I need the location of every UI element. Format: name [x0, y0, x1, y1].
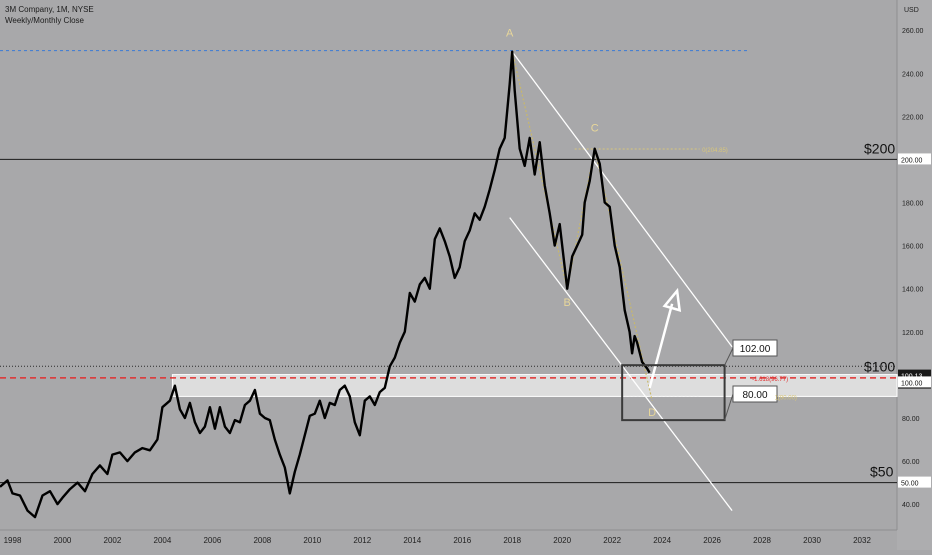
wave-path: [511, 51, 653, 401]
y-tick-label-240: 240.00: [902, 71, 924, 78]
projection-arrow-shaft: [648, 303, 674, 389]
y-tick-label-40: 40.00: [902, 502, 920, 509]
x-tick-label-2010: 2010: [303, 536, 321, 545]
fib-white-tag: 1(90.00): [775, 395, 797, 401]
y-tick-label-120: 120.00: [902, 330, 924, 337]
wave-label-d: D: [648, 407, 656, 419]
x-tick-label-2030: 2030: [803, 536, 821, 545]
y-tick-label-180: 180.00: [902, 201, 924, 208]
y-tick-label-60: 60.00: [902, 459, 920, 466]
support-zone-box: [171, 374, 898, 397]
price-badge-current-bg: [898, 369, 931, 381]
price-badge-200-bg: [898, 153, 931, 165]
fib-red-tag: -1.618(96.77): [752, 377, 788, 383]
big-label-100: $100: [864, 358, 895, 374]
target-zone-rect: [621, 364, 726, 422]
price-badge-50: 50.00: [901, 481, 919, 488]
price-scale-panel: [897, 0, 932, 550]
callout-upper-label: 102.00: [740, 344, 771, 355]
y-tick-label-260: 260.00: [902, 28, 924, 35]
fib-c-tag: 0(204.85): [702, 148, 728, 154]
callout-lower-box: [732, 385, 778, 403]
callout-lower-pointer: [724, 393, 734, 421]
callout-upper-pointer: [724, 347, 734, 366]
big-label-200: $200: [864, 140, 895, 156]
callout-upper-box: [732, 339, 778, 357]
x-tick-label-2028: 2028: [753, 536, 771, 545]
y-tick-label-80: 80.00: [902, 416, 920, 423]
x-tick-label-2032: 2032: [853, 536, 871, 545]
chart-axes-layer: USD 40.00 60.00 80.00 100.00 120.00 140.00 160.…: [4, 7, 931, 545]
y-tick-label-160: 160.00: [902, 244, 924, 251]
x-tick-label-2012: 2012: [353, 536, 371, 545]
x-tick-label-2000: 2000: [54, 536, 72, 545]
price-badge-200: 200.00: [901, 157, 923, 164]
wave-label-c: C: [591, 122, 599, 134]
y-axis-unit: USD: [904, 7, 919, 14]
symbol-title: 3M Company, 1M, NYSE: [5, 5, 94, 14]
chart-series-layer: [0, 50, 651, 519]
chart-levels-layer: [0, 50, 897, 512]
x-tick-label-2024: 2024: [653, 536, 671, 545]
projection-arrow-head: [662, 287, 682, 312]
x-tick-label-2020: 2020: [553, 536, 571, 545]
x-tick-label-2016: 2016: [453, 536, 471, 545]
price-badge-100-bg: [898, 376, 931, 388]
chart-annotations-layer: 102.00 80.00 A B C D 0(204.85) -1.618(96.77) 1(9…: [506, 28, 895, 480]
x-tick-label-2002: 2002: [104, 536, 122, 545]
x-tick-label-1998: 1998: [4, 536, 22, 545]
channel-lower-line: [509, 217, 733, 512]
channel-upper-line: [511, 51, 733, 348]
x-tick-label-2004: 2004: [154, 536, 172, 545]
y-tick-label-220: 220.00: [902, 114, 924, 121]
price-badge-50-bg: [898, 476, 931, 488]
wave-label-a: A: [506, 28, 514, 40]
x-tick-label-2022: 2022: [603, 536, 621, 545]
chart-header: 3M Company, 1M, NYSE Weekly/Monthly Clos…: [5, 4, 94, 26]
x-tick-label-2026: 2026: [703, 536, 721, 545]
chart-subtitle: Weekly/Monthly Close: [5, 16, 84, 25]
x-tick-label-2008: 2008: [253, 536, 271, 545]
y-tick-label-140: 140.00: [902, 287, 924, 294]
x-tick-label-2014: 2014: [403, 536, 421, 545]
callout-lower-label: 80.00: [742, 390, 767, 401]
price-series-line-0: [0, 50, 651, 519]
x-tick-label-2006: 2006: [203, 536, 221, 545]
big-label-50: $50: [870, 464, 894, 480]
x-tick-label-2018: 2018: [503, 536, 521, 545]
wave-label-b: B: [564, 297, 571, 309]
price-badge-100: 100.00: [901, 380, 923, 387]
